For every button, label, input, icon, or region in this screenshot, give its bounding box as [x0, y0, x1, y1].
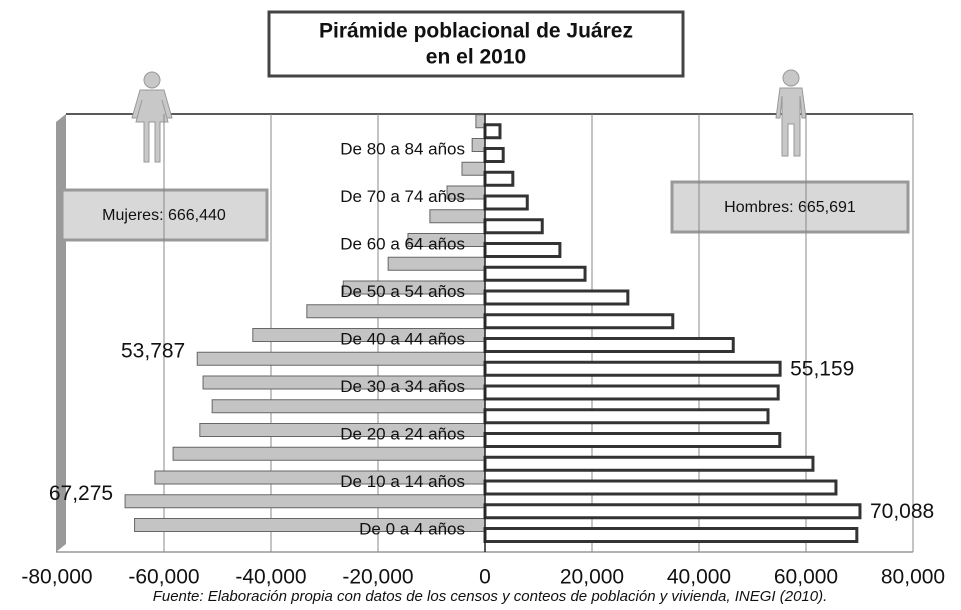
bar [124, 494, 486, 509]
category-label: De 60 a 64 años [340, 234, 465, 253]
bar [483, 360, 782, 377]
bar [483, 289, 630, 306]
bar [387, 256, 486, 271]
annotation-box [670, 180, 910, 234]
category-label: De 40 a 44 años [340, 329, 465, 348]
bar [483, 432, 782, 448]
x-tick-label: 0 [479, 566, 491, 589]
x-tick-label: -60,000 [128, 566, 199, 589]
bar [483, 123, 502, 140]
bar [211, 399, 486, 414]
bar [483, 455, 815, 472]
chart-title: Pirámide poblacional de Juárez [319, 20, 633, 43]
bar [172, 446, 486, 461]
category-label: De 70 a 74 años [340, 187, 465, 206]
male-icon [775, 69, 807, 157]
female-icon [131, 71, 173, 163]
category-label: De 30 a 34 años [340, 377, 465, 396]
bar [461, 161, 486, 176]
data-label: 53,787 [121, 339, 185, 362]
category-label: De 50 a 54 años [340, 282, 465, 301]
bar [483, 527, 859, 543]
bar [483, 147, 505, 163]
bar [196, 351, 486, 366]
category-label: De 80 a 84 años [340, 139, 465, 158]
x-tick-label: -80,000 [21, 566, 92, 589]
chart-title: en el 2010 [426, 46, 526, 69]
bar [429, 209, 486, 224]
bar [483, 218, 544, 235]
bar [483, 170, 515, 187]
x-tick-label: -20,000 [342, 566, 413, 589]
x-tick-label: 80,000 [881, 566, 945, 589]
bar [483, 337, 735, 353]
bar [306, 304, 486, 319]
bar [483, 265, 587, 282]
data-label: 55,159 [790, 357, 854, 380]
bar [483, 242, 562, 258]
bar [471, 138, 486, 152]
data-label: 70,088 [870, 500, 934, 523]
x-tick-label: -40,000 [235, 566, 306, 589]
category-label: De 10 a 14 años [340, 472, 465, 491]
bar [483, 503, 862, 520]
x-tick-label: 60,000 [774, 566, 838, 589]
bar [483, 313, 675, 330]
source: Fuente: Elaboración propia con datos de … [153, 588, 828, 605]
bar [483, 384, 780, 401]
data-label: 67,275 [49, 482, 113, 505]
category-label: De 20 a 24 años [340, 424, 465, 443]
title-box [267, 10, 685, 78]
x-tick-label: 40,000 [667, 566, 731, 589]
x-tick-label: 20,000 [560, 566, 624, 589]
annotation: Hombres: 665,691 [724, 199, 856, 216]
bar [483, 408, 770, 425]
category-label: De 0 a 4 años [359, 519, 465, 538]
bar [483, 194, 529, 211]
bar [483, 479, 838, 496]
